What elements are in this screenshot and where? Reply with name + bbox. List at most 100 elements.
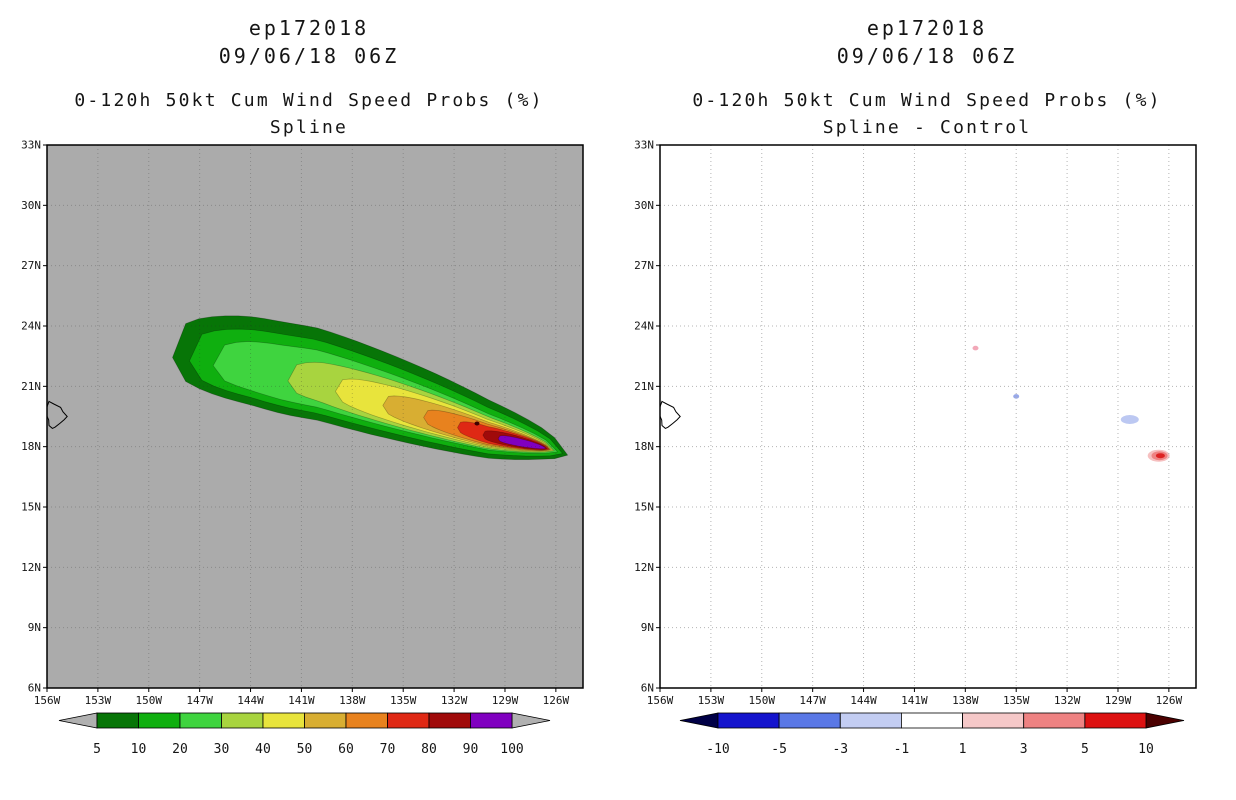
colorbar-block: [470, 712, 513, 729]
lon-tick-label: 147W: [799, 694, 826, 707]
colorbar-label: -10: [706, 742, 729, 757]
colorbar-label: 1: [959, 742, 967, 757]
product-title: 0-120h 50kt Cum Wind Speed Probs (%): [74, 90, 544, 111]
colorbar-block: [387, 712, 430, 729]
lon-tick-label: 132W: [1054, 694, 1081, 707]
init-time: 09/06/18 06Z: [218, 44, 400, 68]
colorbar-block: [96, 712, 139, 729]
lat-tick-label: 21N: [21, 380, 41, 393]
lon-tick-label: 138W: [952, 694, 979, 707]
lat-tick-label: 24N: [634, 320, 654, 333]
colorbar-block: [839, 712, 902, 729]
colorbar-label: -3: [832, 742, 848, 757]
method-label: Spline: [269, 117, 349, 138]
init-time: 09/06/18 06Z: [836, 44, 1018, 68]
lon-tick-label: 147W: [186, 694, 213, 707]
island-outline: [660, 400, 681, 429]
lat-tick-label: 30N: [21, 199, 41, 212]
lon-tick-label: 129W: [492, 694, 519, 707]
product-title: 0-120h 50kt Cum Wind Speed Probs (%): [692, 90, 1162, 111]
lon-tick-label: 141W: [901, 694, 928, 707]
prob-band-90: [497, 435, 547, 450]
storm-id: ep172018: [248, 16, 370, 40]
colorbar-label: 10: [131, 742, 147, 757]
storm-id: ep172018: [866, 16, 988, 40]
colorbar-block: [221, 712, 264, 729]
lon-tick-label: 129W: [1105, 694, 1132, 707]
colorbar-block: [428, 712, 471, 729]
lon-tick-label: 132W: [441, 694, 468, 707]
colorbar-label: -1: [894, 742, 910, 757]
colorbar-block: [1023, 712, 1086, 729]
colorbar-block: [778, 712, 841, 729]
colorbar-block: [345, 712, 388, 729]
lon-tick-label: 156W: [647, 694, 674, 707]
colorbar-arrow-left: [679, 712, 719, 729]
anomaly-spot: [474, 421, 480, 426]
lon-tick-label: 135W: [390, 694, 417, 707]
anomaly-spot: [972, 345, 979, 351]
lon-tick-label: 144W: [850, 694, 877, 707]
lon-tick-label: 138W: [339, 694, 366, 707]
colorbar-label: 90: [463, 742, 479, 757]
map-frame: [659, 144, 1197, 689]
lon-tick-label: 141W: [288, 694, 315, 707]
colorbar-label: 10: [1138, 742, 1154, 757]
map-content: [660, 145, 1196, 688]
colorbar-label: 70: [380, 742, 396, 757]
colorbar-label: 50: [297, 742, 313, 757]
lat-tick-label: 18N: [21, 440, 41, 453]
colorbar-block: [304, 712, 347, 729]
lat-tick-label: 27N: [634, 259, 654, 272]
lat-tick-label: 6N: [28, 682, 41, 695]
lat-tick-label: 9N: [641, 621, 654, 634]
colorbar-arrow-right: [511, 712, 551, 729]
colorbar-label: -5: [771, 742, 787, 757]
lon-tick-label: 153W: [85, 694, 112, 707]
colorbar-block: [138, 712, 181, 729]
lon-tick-label: 153W: [698, 694, 725, 707]
colorbar-arrow-right: [1145, 712, 1185, 729]
lat-tick-label: 27N: [21, 259, 41, 272]
colorbar-label: 30: [214, 742, 230, 757]
map-content: [47, 145, 583, 688]
lon-tick-label: 150W: [136, 694, 163, 707]
colorbar-block: [1084, 712, 1147, 729]
lon-tick-label: 144W: [237, 694, 264, 707]
colorbar-label: 40: [255, 742, 271, 757]
lat-tick-label: 9N: [28, 621, 41, 634]
lat-tick-label: 33N: [21, 139, 41, 152]
lat-tick-label: 18N: [634, 440, 654, 453]
lat-tick-label: 24N: [21, 320, 41, 333]
island-outline: [47, 400, 68, 429]
colorbar-label: 20: [172, 742, 188, 757]
lon-tick-label: 156W: [34, 694, 61, 707]
lat-tick-label: 12N: [634, 561, 654, 574]
lat-tick-label: 12N: [21, 561, 41, 574]
colorbar-block: [900, 712, 963, 729]
lon-tick-label: 150W: [749, 694, 776, 707]
lon-tick-label: 126W: [543, 694, 570, 707]
colorbar-block: [717, 712, 780, 729]
colorbar-label: 100: [500, 742, 523, 757]
colorbar-block: [179, 712, 222, 729]
colorbar-label: 80: [421, 742, 437, 757]
colorbar-label: 5: [93, 742, 101, 757]
colorbar-block: [262, 712, 305, 729]
colorbar-label: 3: [1020, 742, 1028, 757]
lat-tick-label: 21N: [634, 380, 654, 393]
lat-tick-label: 6N: [641, 682, 654, 695]
lat-tick-label: 33N: [634, 139, 654, 152]
panel-spline: ep172018 09/06/18 06Z 0-120h 50kt Cum Wi…: [21, 16, 584, 757]
lat-tick-label: 15N: [21, 501, 41, 514]
map-frame: [46, 144, 584, 689]
lat-tick-label: 30N: [634, 199, 654, 212]
lon-tick-label: 135W: [1003, 694, 1030, 707]
colorbar-label: 60: [338, 742, 354, 757]
panel-spline-minus-control: ep172018 09/06/18 06Z 0-120h 50kt Cum Wi…: [618, 0, 1236, 800]
lat-tick-label: 15N: [634, 501, 654, 514]
anomaly-spot: [1120, 415, 1139, 424]
